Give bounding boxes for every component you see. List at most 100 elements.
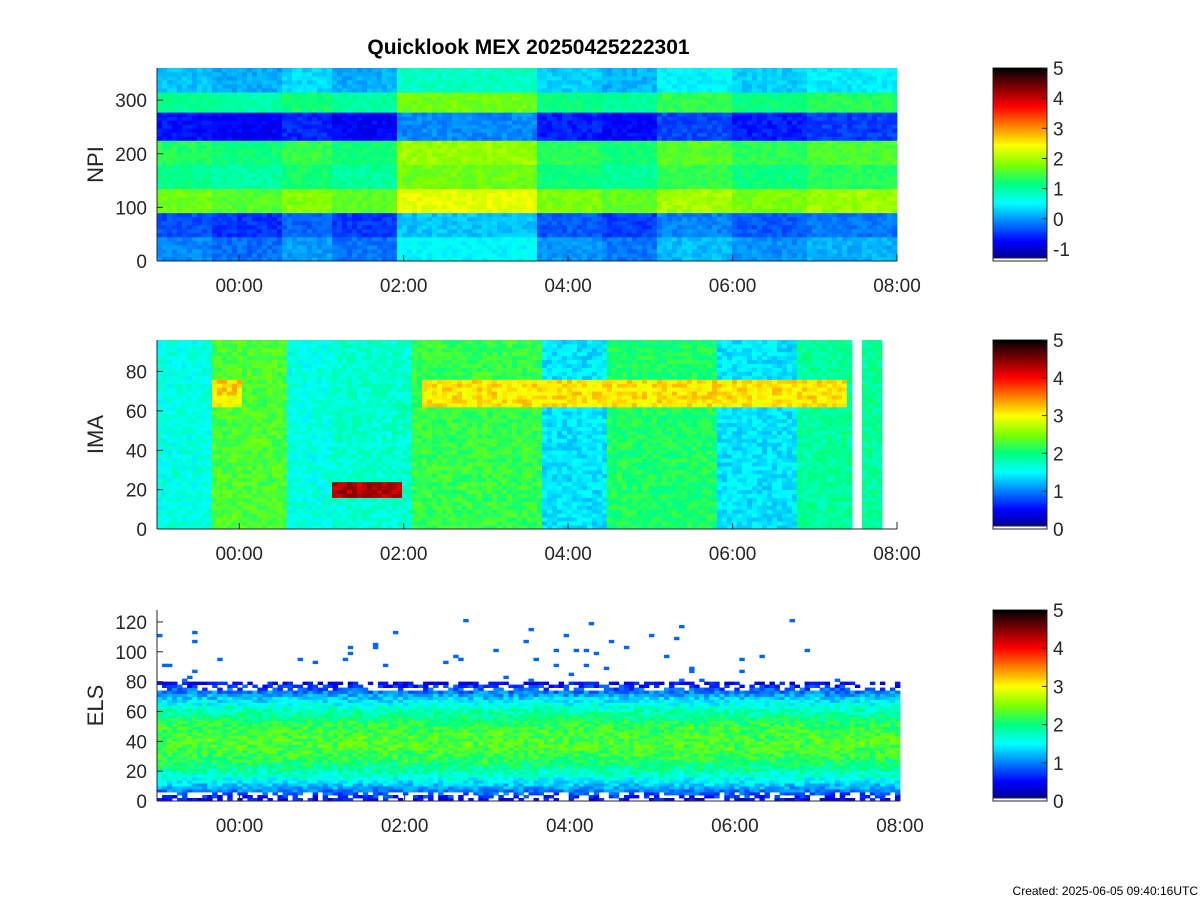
spectrogram-cell <box>572 148 578 153</box>
spectrogram-cell <box>247 208 253 214</box>
spectrogram-cell <box>307 192 313 198</box>
spectrogram-cell <box>512 124 518 129</box>
spectrogram-cell <box>512 164 518 169</box>
spectrogram-cell <box>402 232 408 238</box>
spectrogram-cell <box>512 160 518 165</box>
spectrogram-cell <box>432 172 438 177</box>
spectrogram-cell <box>182 88 188 93</box>
spectrogram-cell <box>357 224 363 230</box>
spectrogram-cell <box>287 80 293 85</box>
spectrogram-cell <box>552 228 558 234</box>
spectrogram-cell <box>392 216 398 222</box>
spectrogram-cell <box>262 244 268 250</box>
spectrogram-cell <box>242 128 248 133</box>
spectrogram-cell <box>587 176 593 181</box>
spectrogram-cell <box>217 252 223 258</box>
spectrogram-cell <box>232 168 238 173</box>
spectrogram-cell <box>157 160 163 165</box>
spectrogram-cell <box>517 216 523 222</box>
spectrogram-cell <box>442 204 448 210</box>
spectrogram-cell <box>647 176 653 181</box>
spectrogram-cell <box>602 140 608 145</box>
spectrogram-cell <box>212 252 218 258</box>
spectrogram-cell <box>322 248 328 254</box>
spectrogram-cell <box>162 112 168 117</box>
spectrogram-cell <box>232 232 238 238</box>
spectrogram-cell <box>577 224 583 230</box>
spectrogram-cell <box>477 88 483 93</box>
spectrogram-cell <box>192 196 198 202</box>
spectrogram-cell <box>622 128 628 133</box>
spectrogram-cell <box>367 252 373 258</box>
spectrogram-cell <box>467 196 473 202</box>
spectrogram-cell <box>232 112 238 117</box>
spectrogram-cell <box>352 88 358 93</box>
spectrogram-cell <box>377 112 383 117</box>
spectrogram-cell <box>232 188 238 194</box>
spectrogram-cell <box>622 256 628 262</box>
spectrogram-cell <box>552 84 558 89</box>
spectrogram-cell <box>627 68 633 73</box>
spectrogram-cell <box>487 144 493 149</box>
spectrogram-cell <box>647 160 653 165</box>
spectrogram-cell <box>207 196 213 202</box>
spectrogram-cell <box>332 220 338 226</box>
spectrogram-cell <box>352 184 358 190</box>
spectrogram-cell <box>642 128 648 133</box>
spectrogram-cell <box>407 252 413 258</box>
spectrogram-cell <box>237 140 243 145</box>
spectrogram-cell <box>267 232 273 238</box>
spectrogram-cell <box>287 152 293 157</box>
spectrogram-cell <box>172 160 178 165</box>
spectrogram-cell <box>622 72 628 77</box>
spectrogram-cell <box>502 144 508 149</box>
spectrogram-cell <box>547 192 553 198</box>
spectrogram-cell <box>607 96 613 101</box>
spectrogram-cell <box>242 208 248 214</box>
spectrogram-cell <box>452 172 458 177</box>
spectrogram-cell <box>452 208 458 214</box>
spectrogram-cell <box>407 160 413 165</box>
spectrogram-cell <box>647 248 653 254</box>
spectrogram-cell <box>262 172 268 177</box>
spectrogram-cell <box>417 104 423 109</box>
spectrogram-cell <box>327 176 333 181</box>
spectrogram-cell <box>367 160 373 165</box>
spectrogram-cell <box>617 88 623 93</box>
spectrogram-cell <box>197 156 203 161</box>
spectrogram-cell <box>252 124 258 129</box>
spectrogram-cell <box>497 148 503 153</box>
spectrogram-cell <box>547 168 553 173</box>
spectrogram-cell <box>542 140 548 145</box>
spectrogram-cell <box>282 84 288 89</box>
spectrogram-cell <box>567 148 573 153</box>
spectrogram-cell <box>522 116 528 121</box>
spectrogram-cell <box>182 112 188 117</box>
spectrogram-cell <box>562 124 568 129</box>
spectrogram-cell <box>272 200 278 206</box>
spectrogram-cell <box>647 144 653 149</box>
spectrogram-cell <box>502 244 508 250</box>
spectrogram-cell <box>477 136 483 141</box>
spectrogram-cell <box>327 128 333 133</box>
spectrogram-cell <box>332 132 338 137</box>
spectrogram-cell <box>507 144 513 149</box>
spectrogram-cell <box>392 144 398 149</box>
spectrogram-cell <box>267 244 273 250</box>
spectrogram-cell <box>492 196 498 202</box>
spectrogram-cell <box>372 208 378 214</box>
spectrogram-cell <box>577 112 583 117</box>
spectrogram-cell <box>502 100 508 105</box>
spectrogram-cell <box>622 192 628 198</box>
spectrogram-cell <box>227 176 233 181</box>
spectrogram-cell <box>332 168 338 173</box>
spectrogram-cell <box>327 192 333 198</box>
spectrogram-cell <box>422 140 428 145</box>
spectrogram-cell <box>632 68 638 73</box>
spectrogram-cell <box>277 216 283 222</box>
spectrogram-cell <box>207 164 213 169</box>
spectrogram-cell <box>272 152 278 157</box>
spectrogram-cell <box>617 220 623 226</box>
spectrogram-cell <box>667 92 673 97</box>
spectrogram-cell <box>577 232 583 238</box>
